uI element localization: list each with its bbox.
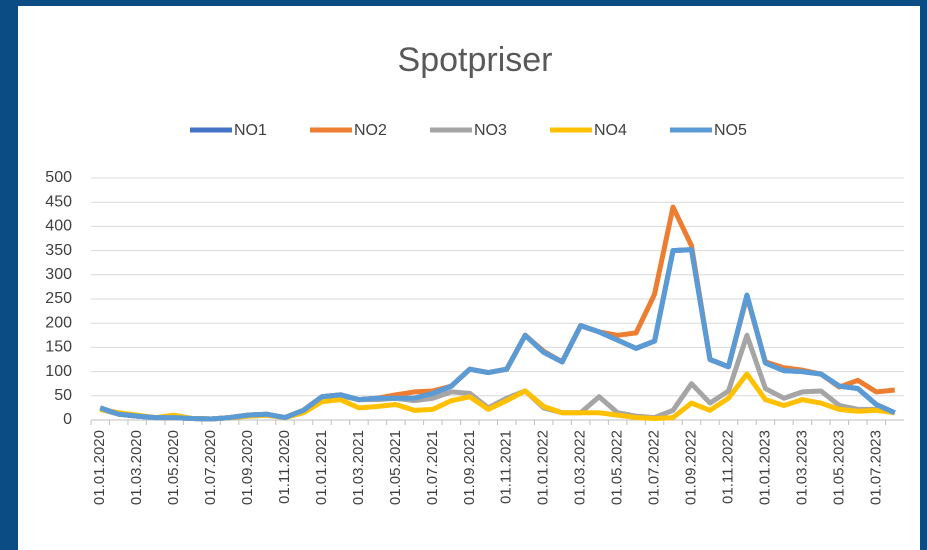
x-tick-label: 01.03.2020 <box>128 430 145 505</box>
x-tick-label: 01.05.2021 <box>387 430 404 505</box>
x-tick-label: 01.11.2021 <box>498 430 515 504</box>
y-tick-label: 250 <box>45 290 72 307</box>
y-tick-label: 450 <box>45 193 72 210</box>
legend-label: NO5 <box>714 122 747 139</box>
x-tick-label: 01.05.2023 <box>830 430 847 505</box>
legend-label: NO4 <box>594 122 627 139</box>
x-tick-label: 01.05.2022 <box>609 430 626 505</box>
x-tick-label: 01.11.2020 <box>276 430 293 504</box>
y-tick-label: 150 <box>45 339 72 356</box>
x-tick-label: 01.09.2021 <box>461 430 478 505</box>
x-tick-label: 01.01.2022 <box>535 430 552 505</box>
x-tick-label: 01.07.2020 <box>202 430 219 505</box>
x-tick-label: 01.03.2022 <box>572 430 589 505</box>
chart-panel <box>18 6 920 550</box>
x-tick-label: 01.01.2021 <box>313 430 330 505</box>
y-tick-label: 100 <box>45 363 72 380</box>
x-tick-label: 01.03.2021 <box>350 430 367 505</box>
series-line <box>99 247 896 422</box>
x-tick-label: 01.05.2020 <box>165 430 182 505</box>
y-tick-label: 350 <box>45 242 72 259</box>
x-tick-label: 01.07.2021 <box>424 430 441 505</box>
x-tick-label: 01.01.2023 <box>756 430 773 505</box>
y-tick-label: 500 <box>45 169 72 186</box>
legend-label: NO1 <box>234 122 267 139</box>
x-tick-label: 01.01.2020 <box>91 430 108 505</box>
x-tick-label: 01.03.2023 <box>793 430 810 505</box>
legend-label: NO3 <box>474 122 507 139</box>
legend-label: NO2 <box>354 122 387 139</box>
y-tick-label: 50 <box>54 387 72 404</box>
chart-title: Spotpriser <box>398 41 553 79</box>
x-tick-label: 01.11.2022 <box>719 430 736 504</box>
y-tick-label: 300 <box>45 266 72 283</box>
y-tick-label: 200 <box>45 314 72 331</box>
x-tick-label: 01.09.2022 <box>682 430 699 505</box>
x-tick-label: 01.09.2020 <box>239 430 256 505</box>
y-tick-label: 400 <box>45 218 72 235</box>
x-tick-label: 01.07.2023 <box>867 430 884 505</box>
y-tick-label: 0 <box>63 411 72 428</box>
x-tick-label: 01.07.2022 <box>646 430 663 505</box>
